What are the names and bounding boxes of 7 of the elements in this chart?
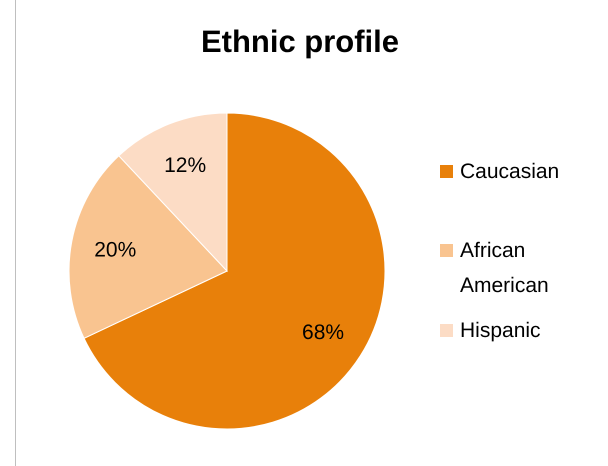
chart-title: Ethnic profile: [200, 24, 400, 59]
legend-label: African American: [460, 239, 549, 297]
legend-label: Hispanic: [460, 319, 541, 342]
legend-label: Caucasian: [460, 160, 560, 183]
data-label: 20%: [94, 238, 136, 262]
data-label: 12%: [164, 154, 206, 178]
data-label: 68%: [302, 320, 344, 344]
